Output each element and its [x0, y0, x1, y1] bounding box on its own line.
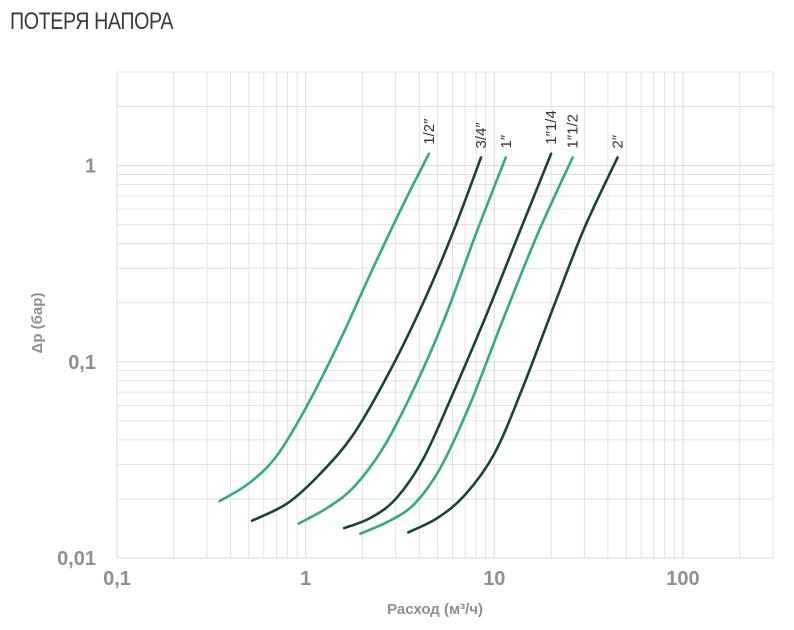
series-label-5: 1″1/2	[565, 114, 582, 149]
series-label-4: 1″1/4	[543, 110, 560, 145]
series-label-6: 2″	[610, 134, 627, 148]
y-tick-label: 0,1	[68, 352, 96, 374]
y-tick-label: 0,01	[57, 548, 96, 570]
page-title: ПОТЕРЯ НАПОРА	[10, 8, 174, 35]
series-label-3: 1″	[498, 134, 515, 148]
x-tick-labels: 0,1 1 10 100	[103, 568, 700, 590]
series-labels: 1/2″ 3/4″ 1″ 1″1/4 1″1/2 2″	[421, 110, 627, 148]
series-lines	[218, 152, 619, 536]
x-axis-label: Расход (м³/ч)	[387, 601, 483, 618]
series-line-6	[407, 156, 619, 534]
y-tick-labels: 0,01 0,1 1	[57, 156, 96, 570]
x-tick-label: 100	[666, 568, 699, 590]
series-line-5	[359, 156, 574, 536]
minor-grid	[117, 71, 774, 558]
major-grid	[116, 72, 773, 559]
x-tick-label: 10	[483, 568, 505, 590]
x-tick-label: 1	[300, 568, 311, 590]
series-line-4	[342, 152, 553, 530]
series-line-1	[218, 152, 431, 503]
series-line-2	[250, 156, 483, 522]
series-label-2: 3/4″	[473, 122, 490, 149]
series-line-3	[297, 156, 508, 525]
y-tick-label: 1	[85, 156, 96, 178]
series-label-1: 1/2″	[421, 118, 438, 145]
x-tick-label: 0,1	[103, 568, 131, 590]
y-axis-label: Δp (бар)	[29, 293, 46, 354]
